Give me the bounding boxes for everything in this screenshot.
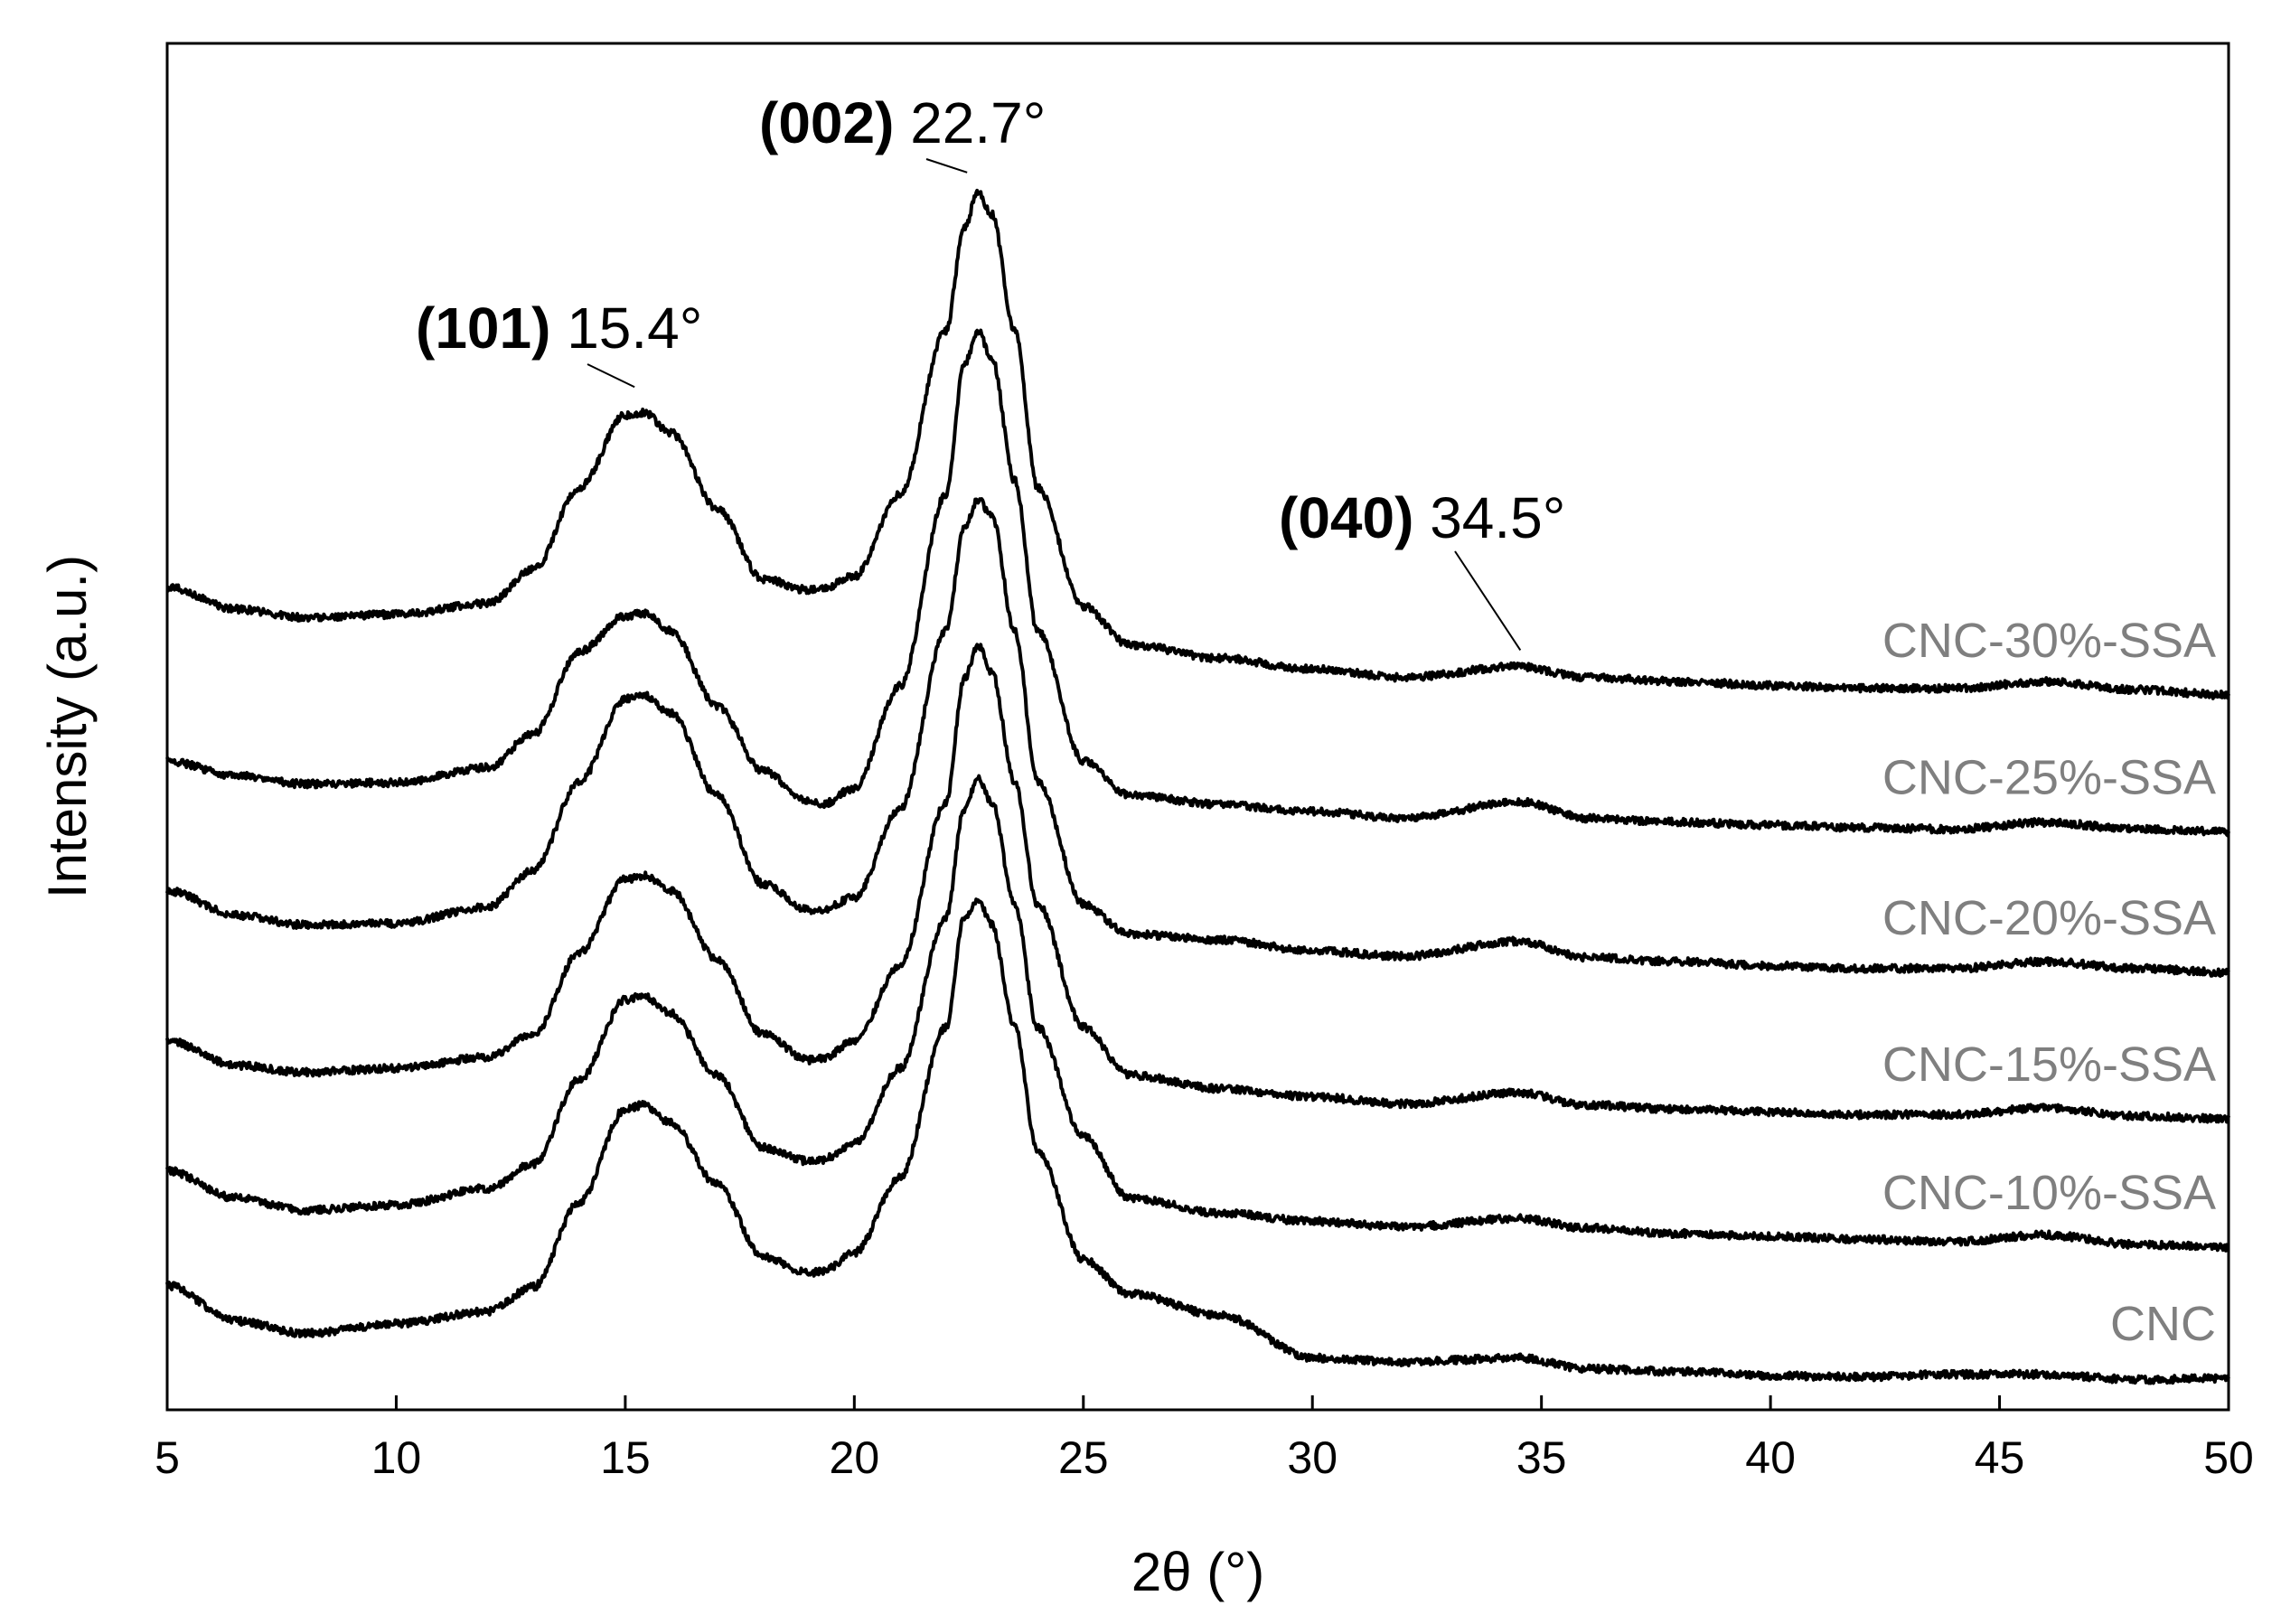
peak-miller-index: (101): [416, 296, 550, 361]
series-line: [165, 328, 2230, 838]
x-tick-label: 50: [2203, 1432, 2254, 1483]
x-tick-label: 15: [600, 1432, 651, 1483]
peak-angle: 34.5°: [1413, 485, 1565, 550]
x-axis-ticks: 5 10 15 20 25 30 35 40 45 50: [155, 1395, 2254, 1483]
peak-leader-line: [1454, 550, 1522, 652]
x-tick-label: 5: [155, 1432, 180, 1483]
series-label: CNC-15%-SSA: [1882, 1037, 2216, 1092]
x-tick-label: 45: [1975, 1432, 2025, 1483]
x-tick-label: 35: [1516, 1432, 1567, 1483]
series-line: [165, 774, 2230, 1253]
peak-miller-index: (002): [759, 90, 894, 155]
x-tick-label: 10: [371, 1432, 422, 1483]
series-label: CNC-25%-SSA: [1882, 750, 2216, 804]
series-line: [165, 643, 2230, 1124]
x-tick-label: 30: [1287, 1432, 1338, 1483]
series-layer: [165, 188, 2230, 1385]
peak-leader-line: [925, 158, 968, 174]
peak-angle: 22.7°: [894, 90, 1046, 155]
peak-leader-line: [587, 363, 635, 389]
series-label: CNC-10%-SSA: [1882, 1166, 2216, 1220]
series-line: [165, 497, 2230, 978]
series-line: [165, 897, 2230, 1385]
series-label: CNC: [2110, 1297, 2216, 1351]
y-axis-title: Intensity (a.u.): [37, 555, 98, 898]
peak-annotation: (101) 15.4°: [416, 296, 702, 361]
series-label: CNC-30%-SSA: [1882, 614, 2216, 668]
x-tick-label: 20: [830, 1432, 880, 1483]
series-line: [166, 188, 2230, 700]
peak-angle: 15.4°: [550, 296, 702, 361]
series-label: CNC-20%-SSA: [1882, 891, 2216, 945]
x-axis-title: 2θ (°): [1131, 1542, 1264, 1602]
peak-annotation: (002) 22.7°: [759, 90, 1046, 155]
x-tick-label: 25: [1058, 1432, 1109, 1483]
peak-miller-index: (040): [1279, 485, 1413, 550]
peak-annotation: (040) 34.5°: [1279, 485, 1565, 550]
x-tick-label: 40: [1745, 1432, 1796, 1483]
series-label-layer: CNC CNC-10%-SSA CNC-15%-SSA CNC-20%-SSA CNC-…: [1882, 614, 2216, 1351]
plot-frame: [165, 42, 2230, 1412]
peak-annotation-layer: (101) 15.4° (002) 22.7° (040) 34.5°: [416, 90, 1565, 652]
